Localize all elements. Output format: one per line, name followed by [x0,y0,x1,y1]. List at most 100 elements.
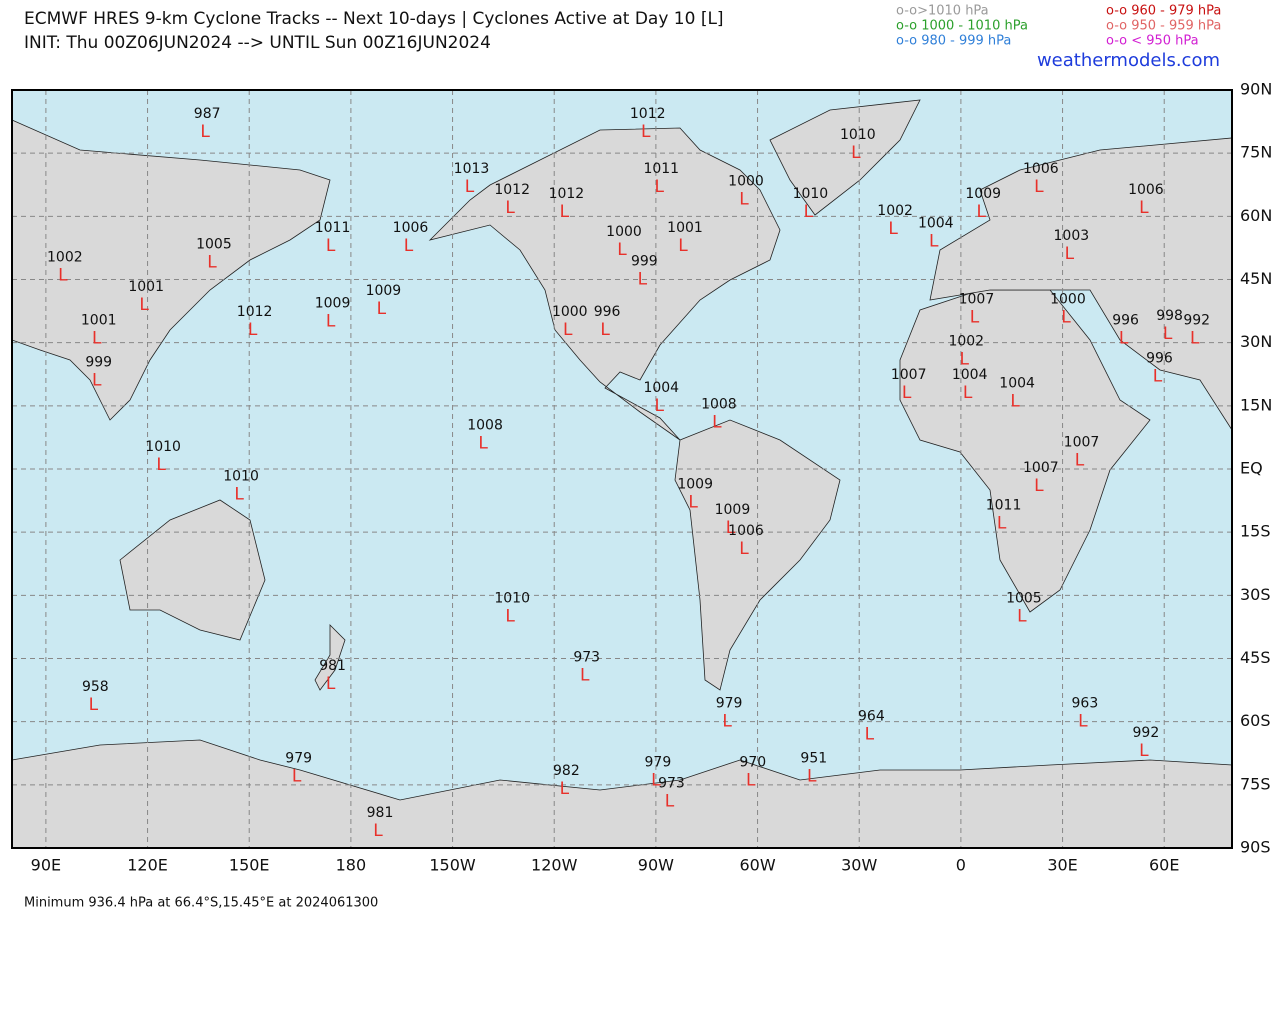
pressure-label: 1002 [948,334,984,350]
x-tick-label: 30E [1047,856,1077,875]
y-tick-label: 90N [1240,80,1272,99]
pressure-label: 1010 [793,186,829,202]
cyclone-marker: L [963,383,973,403]
title: ECMWF HRES 9-km Cyclone Tracks -- Next 1… [24,9,724,29]
cyclone-marker: L [326,312,336,332]
cyclone-marker: L [739,539,749,559]
cyclone-marker: L [1153,366,1163,386]
y-tick-label: 30N [1240,332,1272,351]
pressure-label: 1007 [1023,460,1059,476]
cyclone-marker: L [970,307,980,327]
y-tick-label: 60S [1240,711,1271,730]
cyclone-marker: L [638,270,648,290]
cyclone-marker: L [1078,712,1088,732]
pressure-label: 987 [194,106,221,122]
cyclone-marker: L [617,240,627,260]
pressure-label: 1008 [701,397,737,413]
legend-entry: o-o>1010 hPa [896,4,989,19]
pressure-label: 1009 [366,283,402,299]
pressure-label: 1006 [1023,161,1059,177]
pressure-label: 1002 [47,249,83,265]
cyclone-marker: L [807,766,817,786]
cyclone-marker: L [92,328,102,348]
cyclone-marker: L [997,514,1007,534]
cyclone-marker: L [641,122,651,142]
pressure-label: 999 [631,254,658,270]
pressure-label: 1009 [715,502,751,518]
legend-entry: o-o 960 - 979 hPa [1106,4,1221,19]
pressure-label: 996 [594,304,621,320]
pressure-label: 1010 [145,439,181,455]
pressure-label: 1000 [606,224,642,240]
pressure-label: 996 [1112,312,1139,328]
cyclone-marker: L [92,371,102,391]
pressure-label: 1000 [552,304,588,320]
y-tick-label: EQ [1240,459,1263,478]
y-tick-label: 45N [1240,269,1272,288]
pressure-label: 1012 [630,106,666,122]
cyclone-marker: L [739,189,749,209]
cyclone-marker: L [1075,451,1085,471]
pressure-label: 979 [285,750,312,766]
cyclone-marker: L [377,299,387,319]
pressure-label: 1009 [315,296,351,312]
pressure-label: 1004 [643,380,679,396]
pressure-label: 998 [1156,308,1183,324]
pressure-label: 951 [800,750,827,766]
pressure-label: 1012 [549,186,585,202]
legend-entry: o-o < 950 hPa [1106,34,1199,49]
cyclone-marker: L [560,779,570,799]
cyclone-marker: L [976,202,986,222]
cyclone-marker: L [373,821,383,841]
new-zealand [314,624,346,691]
cyclone-marker: L [804,202,814,222]
cyclone-marker: L [1163,324,1173,344]
cyclone-marker: L [560,202,570,222]
y-tick-label: 45S [1240,648,1271,667]
cyclone-marker: L [326,674,336,694]
cyclone-marker: L [326,236,336,256]
legend-entry: o-o 950 - 959 hPa [1106,19,1221,34]
pressure-label: 964 [858,708,885,724]
pressure-label: 1006 [393,220,429,236]
pressure-label: 958 [82,679,109,695]
cyclone-marker: L [1190,328,1200,348]
pressure-label: 1006 [1128,182,1164,198]
pressure-label: 1003 [1054,228,1090,244]
cyclone-marker: L [478,434,488,454]
greenland [769,99,921,216]
cyclone-marker: L [156,455,166,475]
cyclone-marker: L [712,413,722,433]
pressure-label: 1007 [891,367,927,383]
cyclone-marker: L [960,350,970,370]
pressure-label: 979 [716,696,743,712]
x-tick-label: 0 [956,856,966,875]
cyclone-marker: L [1065,244,1075,264]
pressure-label: 973 [573,649,600,665]
cyclone-marker: L [600,320,610,340]
cyclone-marker: L [505,606,515,626]
pressure-label: 1011 [315,220,351,236]
cyclone-marker: L [688,493,698,513]
pressure-label: 1009 [965,186,1001,202]
cyclone-marker: L [1017,606,1027,626]
pressure-label: 1002 [877,203,913,219]
x-tick-label: 90W [638,856,674,875]
pressure-label: 1001 [128,279,164,295]
pressure-label: 1004 [999,376,1035,392]
pressure-label: 1005 [196,237,232,253]
x-tick-label: 180 [336,856,367,875]
y-tick-label: 15N [1240,395,1272,414]
subtitle: INIT: Thu 00Z06JUN2024 --> UNTIL Sun 00Z… [24,33,491,53]
y-tick-label: 75N [1240,143,1272,162]
axes: 90E 120E 150E 180 150W 120W 90W 60W 30W 0 30E 60E 90… [31,80,1273,875]
cyclone-marker: L [1139,741,1149,761]
cyclone-marker: L [465,177,475,197]
cyclone-marker: L [655,177,665,197]
x-tick-label: 150W [429,856,476,875]
cyclone-marker: L [248,320,258,340]
pressure-label: 1004 [918,216,954,232]
pressure-label: 1012 [494,182,530,198]
pressure-label: 1010 [494,590,530,606]
